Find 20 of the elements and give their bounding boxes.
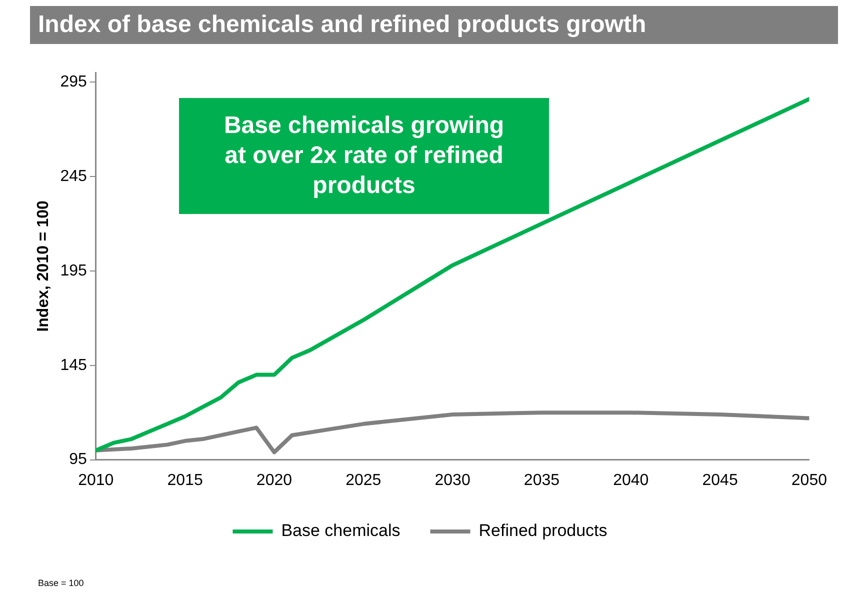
callout-box: Base chemicals growing at over 2x rate of refined products [179, 98, 549, 214]
x-tick-label: 2025 [346, 472, 382, 489]
x-tick-label: 2050 [791, 472, 828, 489]
y-tick-label: 145 [60, 356, 87, 374]
y-tick-label: 195 [60, 262, 87, 280]
x-tick-label: 2040 [613, 472, 649, 489]
y-tick-label: 95 [69, 451, 87, 468]
x-tick-label: 2030 [434, 472, 470, 489]
y-tick-label: 245 [60, 168, 87, 185]
legend-label: Base chemicals [281, 521, 400, 540]
x-tick-label: 2020 [256, 472, 292, 489]
y-tick-label: 295 [60, 73, 87, 90]
legend-label: Refined products [478, 521, 608, 540]
y-axis-title: Index, 2010 = 100 [35, 200, 52, 332]
chart-title: Index of base chemicals and refined products growth [30, 6, 838, 44]
text: Base = 100 [38, 578, 84, 588]
x-tick-label: 2035 [524, 472, 560, 489]
x-tick-label: 2015 [167, 472, 203, 489]
x-tick-label: 2045 [702, 472, 738, 489]
x-tick-label: 2010 [78, 472, 114, 489]
